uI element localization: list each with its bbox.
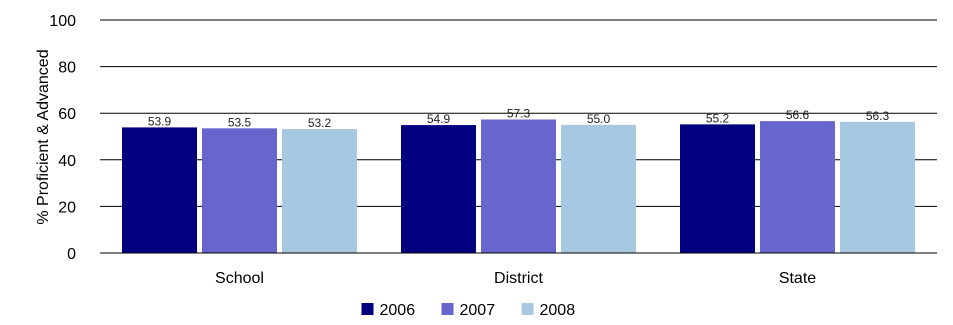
bar-state-2007 [760,121,835,253]
x-category-label: State [779,270,816,287]
y-tick-label: 40 [58,153,76,170]
x-axis-labels: School District State [215,270,816,287]
legend-swatch-2006 [361,303,374,315]
legend: 2006 2007 2008 [361,302,576,319]
bar-district-2006 [401,125,476,253]
x-category-label: District [494,270,543,287]
y-tick-label: 100 [49,13,76,30]
bar-school-2008 [282,129,357,253]
bar-value-label: 55.0 [587,112,611,126]
bar-value-label: 53.2 [308,116,332,130]
bar-value-label: 53.5 [228,115,252,129]
x-category-label: School [215,270,264,287]
y-axis-ticks: 0 20 40 60 80 100 [49,13,76,263]
bar-school-2007 [202,128,277,253]
legend-swatch-2008 [521,303,534,315]
y-tick-label: 80 [58,60,76,77]
y-tick-label: 0 [67,246,76,263]
bar-district-2007 [481,119,556,253]
bars [122,119,915,253]
legend-swatch-2007 [441,303,454,315]
bar-district-2008 [561,124,636,253]
legend-label: 2006 [380,302,416,319]
bar-school-2006 [122,127,197,253]
bar-value-label: 57.3 [507,106,531,120]
legend-label: 2008 [540,302,576,319]
y-axis-title: % Proficient & Advanced [35,49,52,224]
bar-value-label: 56.3 [866,109,890,123]
bar-value-label: 53.9 [148,114,172,128]
y-tick-label: 60 [58,106,76,123]
bar-value-label: 56.6 [786,108,810,122]
y-tick-label: 20 [58,199,76,216]
legend-label: 2007 [460,302,496,319]
bar-state-2008 [840,121,915,253]
value-labels: 53.9 53.5 53.2 54.9 57.3 55.0 55.2 56.6 56.3 [148,106,890,130]
bar-value-label: 54.9 [427,112,451,126]
bar-state-2006 [680,124,755,253]
bar-value-label: 55.2 [706,111,730,125]
